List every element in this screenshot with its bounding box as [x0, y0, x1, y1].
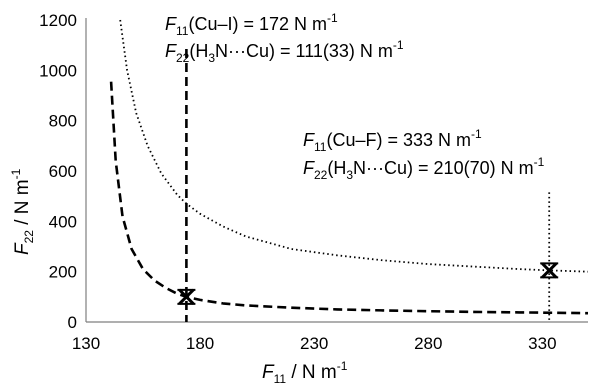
y-tick-label: 600 [49, 162, 77, 181]
x-marker [540, 262, 559, 279]
y-tick-label: 200 [49, 263, 77, 282]
y-tick-label: 1200 [39, 11, 77, 30]
y-tick-label: 800 [49, 112, 77, 131]
x-tick-label: 230 [300, 334, 328, 353]
annotation-cu-f-line1: F11(Cu–F) = 333 N m-1 [303, 127, 482, 154]
annotation-cu-f-line2: F22(H3N···Cu) = 210(70) N m-1 [303, 155, 545, 182]
y-tick-label: 400 [49, 212, 77, 231]
tick-labels: 0 200 400 600 800 1000 1200 130 180 230 280 330 [39, 11, 556, 353]
x-tick-label: 280 [414, 334, 442, 353]
x-axis-title: F11 / N m-1 [262, 359, 348, 383]
axes [85, 18, 588, 323]
y-axis-title: F22 / N m-1 [9, 168, 36, 255]
x-marker-stroke [541, 262, 558, 279]
x-tick-label: 330 [528, 334, 556, 353]
y-tick-label: 1000 [39, 61, 77, 80]
x-marker-stroke [178, 288, 195, 305]
x-marker [177, 288, 196, 305]
annotation-cu-i-line2: F22(H3N···Cu) = 111(33) N m-1 [165, 38, 404, 65]
x-tick-label: 180 [186, 334, 214, 353]
series-lines [109, 19, 589, 315]
vertical-reference-lines [185, 48, 551, 322]
series-line-dashed [109, 81, 589, 315]
annotation-cu-i-line1: F11(Cu–I) = 172 N m-1 [165, 11, 338, 38]
x-tick-label: 130 [72, 334, 100, 353]
y-axis-title-group: F22 / N m-1 [9, 168, 36, 255]
markers [177, 262, 559, 305]
y-tick-label: 0 [68, 313, 77, 332]
